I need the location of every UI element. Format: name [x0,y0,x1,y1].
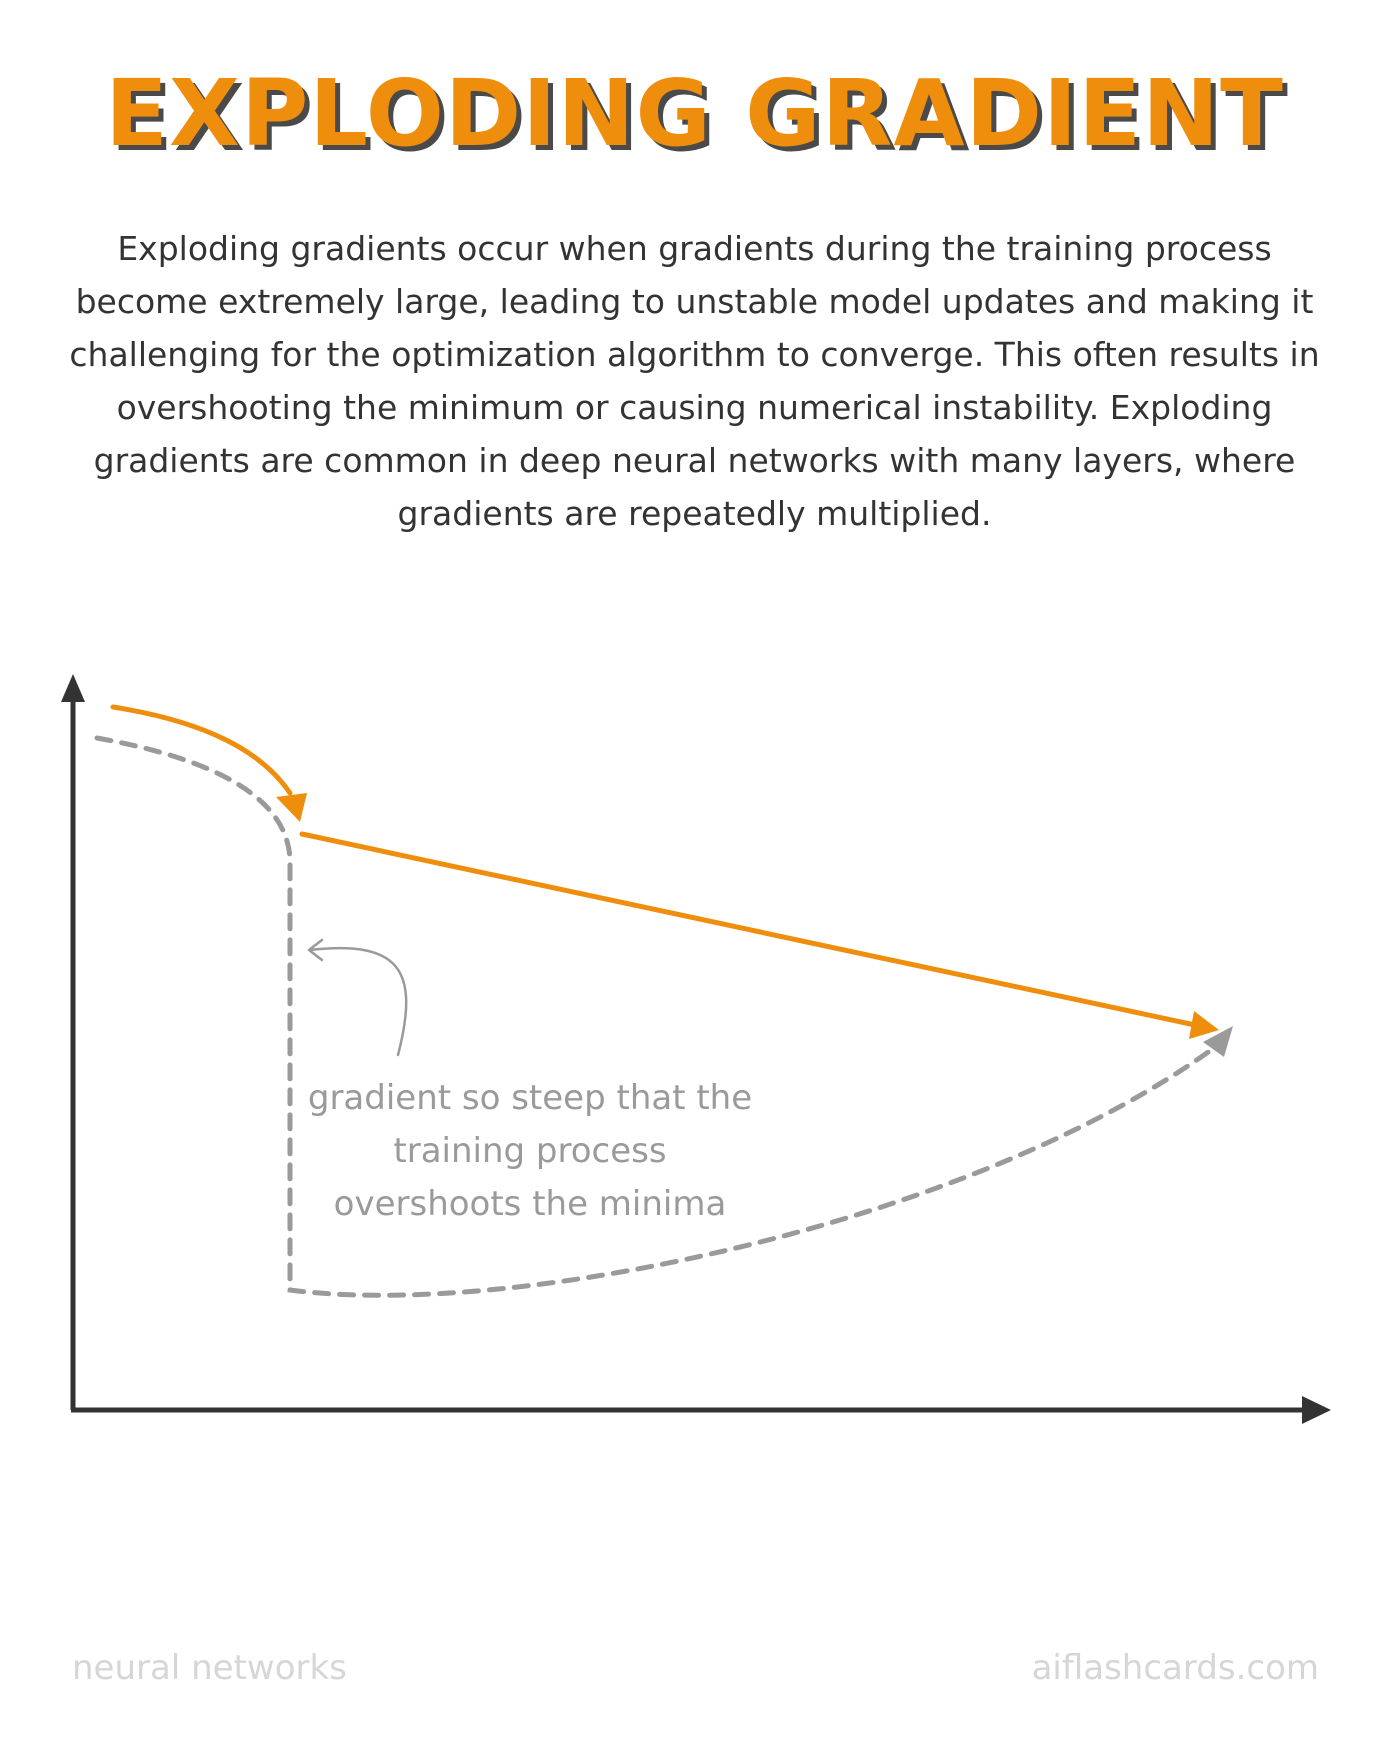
x-axis-arrowhead [1302,1396,1331,1424]
y-axis-arrowhead [61,674,85,702]
first-update-arrowhead [276,793,307,822]
second-update-arrowhead [1189,1011,1219,1039]
annotation-pointer [308,946,408,1057]
footer-category: neural networks [72,1648,347,1688]
footer-site: aiflashcards.com [1031,1648,1319,1688]
annotation-pointer-head [307,938,324,962]
loss-curve [94,735,1221,1298]
first-update-step [110,704,293,796]
page-title: EXPLODING GRADIENT [105,60,1284,167]
loss-curve-arrowhead [1203,1026,1233,1057]
axes [61,674,1331,1424]
second-update-step [299,831,1198,1028]
description-text: Exploding gradients occur when gradients… [69,229,1320,533]
overshoot-annotation: gradient so steep that the training proc… [307,1078,753,1224]
